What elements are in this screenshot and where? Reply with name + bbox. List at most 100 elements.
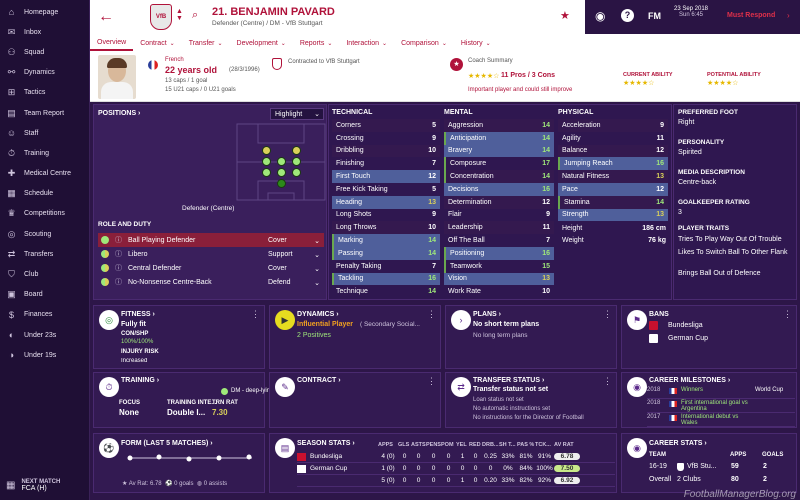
next-match[interactable]: ▦ NEXT MATCH FCA (H) — [0, 479, 90, 492]
plans-title[interactable]: PLANS › — [473, 311, 501, 318]
attribute-row[interactable]: Crossing 9 — [332, 132, 440, 145]
attribute-row[interactable]: Passing 14 — [332, 246, 440, 260]
fitness-title[interactable]: FITNESS › — [121, 311, 155, 318]
attribute-row[interactable]: Acceleration 9 — [558, 119, 668, 132]
position-dot[interactable] — [262, 168, 271, 177]
attribute-row[interactable]: Technique 14 — [332, 285, 440, 298]
sidebar-item-board[interactable]: ▣ Board — [0, 285, 89, 305]
sidebar-item-under-19s[interactable]: ◑ Under 19s — [0, 345, 89, 365]
sidebar-item-dynamics[interactable]: ⚯ Dynamics — [0, 63, 89, 83]
tab-contract[interactable]: Contract ⌄ — [133, 35, 182, 51]
season-row[interactable]: 5 (0) 0 0 0 0 1 0 0.20 33% 82% 92% 6.92 — [297, 475, 615, 487]
sidebar-item-homepage[interactable]: ⌂ Homepage — [0, 2, 89, 22]
sidebar-item-team-report[interactable]: ▤ Team Report — [0, 103, 89, 123]
attribute-row[interactable]: Decisions 16 — [444, 182, 554, 196]
sidebar-item-transfers[interactable]: ⇄ Transfers — [0, 244, 89, 264]
sidebar-item-competitions[interactable]: ♛ Competitions — [0, 204, 89, 224]
role-row[interactable]: ⓘ Ball Playing Defender Cover ⌄ — [98, 233, 324, 247]
attribute-row[interactable]: Tackling 16 — [332, 272, 440, 286]
duty-select[interactable]: Support ⌄ — [268, 251, 322, 259]
attribute-row[interactable]: Long Throws 10 — [332, 221, 440, 235]
position-dot[interactable] — [277, 168, 286, 177]
role-row[interactable]: ⓘ No-Nonsense Centre-Back Defend ⌄ — [98, 275, 324, 289]
pros-cons[interactable]: 11 Pros / 3 Cons — [501, 72, 556, 79]
attribute-row[interactable]: Heading 13 — [332, 195, 440, 209]
sidebar-item-squad[interactable]: ⚇ Squad — [0, 42, 89, 62]
attribute-row[interactable]: Flair 9 — [444, 209, 554, 222]
sidebar-item-staff[interactable]: ☺ Staff — [0, 123, 89, 143]
sidebar-item-training[interactable]: ⏱ Training — [0, 143, 89, 163]
attribute-row[interactable]: Vision 13 — [444, 272, 554, 286]
position-dot[interactable] — [292, 168, 301, 177]
season-title[interactable]: SEASON STATS › — [297, 440, 355, 447]
attribute-row[interactable]: Leadership 11 — [444, 221, 554, 235]
back-button[interactable]: ← — [98, 8, 114, 25]
attribute-row[interactable]: Free Kick Taking 5 — [332, 183, 440, 196]
tab-overview[interactable]: Overview — [90, 35, 134, 51]
attribute-row[interactable]: Marking 14 — [332, 234, 440, 247]
sidebar-item-finances[interactable]: $ Finances — [0, 305, 89, 325]
sidebar-item-scouting[interactable]: ◎ Scouting — [0, 224, 89, 244]
info-icon[interactable]: ⓘ — [115, 279, 122, 286]
attribute-row[interactable]: Finishing 7 — [332, 157, 440, 170]
position-dot[interactable] — [262, 146, 271, 155]
sidebar-item-under-23s[interactable]: ◐ Under 23s — [0, 325, 89, 345]
duty-select[interactable]: Defend ⌄ — [268, 279, 322, 287]
tab-comparison[interactable]: Comparison ⌄ — [394, 35, 454, 51]
role-row[interactable]: ⓘ Central Defender Cover ⌄ — [98, 261, 324, 275]
attribute-row[interactable]: Long Shots 9 — [332, 209, 440, 222]
attribute-row[interactable]: Penalty Taking 7 — [332, 260, 440, 273]
search-icon[interactable]: ⌕ — [192, 9, 199, 21]
attribute-row[interactable]: Aggression 14 — [444, 119, 554, 132]
info-icon[interactable]: ⓘ — [115, 265, 122, 272]
role-row[interactable]: ⓘ Libero Support ⌄ — [98, 247, 324, 261]
attribute-row[interactable]: Strength 13 — [558, 208, 668, 222]
position-dot[interactable] — [292, 157, 301, 166]
sidebar-item-medical-centre[interactable]: ✚ Medical Centre — [0, 164, 89, 184]
info-icon[interactable]: ⓘ — [115, 237, 122, 244]
attribute-row[interactable]: Composure 17 — [444, 157, 554, 171]
sidebar-item-tactics[interactable]: ⊞ Tactics — [0, 83, 89, 103]
dynamics-title[interactable]: DYNAMICS › — [297, 311, 339, 318]
globe-icon[interactable]: ◉ — [595, 9, 606, 23]
tab-reports[interactable]: Reports ⌄ — [293, 35, 340, 51]
info-icon[interactable]: ⓘ — [115, 251, 122, 258]
attribute-row[interactable]: Concentration 14 — [444, 170, 554, 183]
must-respond-button[interactable]: Must Respond — [727, 12, 776, 19]
position-dot[interactable] — [262, 157, 271, 166]
attribute-row[interactable]: Anticipation 14 — [444, 131, 554, 145]
attribute-row[interactable]: Work Rate 10 — [444, 285, 554, 298]
chevron-updown-icon[interactable]: ▲ ▼ — [176, 8, 183, 22]
career-title[interactable]: CAREER STATS › — [649, 440, 707, 447]
attribute-row[interactable]: Determination 12 — [444, 195, 554, 209]
duty-select[interactable]: Cover ⌄ — [268, 237, 322, 245]
attribute-row[interactable]: Teamwork 15 — [444, 259, 554, 273]
training-title[interactable]: TRAINING › — [121, 377, 160, 384]
attribute-row[interactable]: Bravery 14 — [444, 144, 554, 158]
highlight-select[interactable]: Highlight ⌄ — [270, 108, 324, 120]
attribute-row[interactable]: Corners 5 — [332, 119, 440, 132]
position-dot[interactable] — [277, 157, 286, 166]
more-icon[interactable]: ⋮ — [783, 309, 792, 319]
attribute-row[interactable]: Pace 12 — [558, 182, 668, 196]
transfer-title[interactable]: TRANSFER STATUS › — [473, 377, 545, 384]
tab-history[interactable]: History ⌄ — [454, 35, 498, 51]
position-dot[interactable] — [277, 179, 286, 188]
more-icon[interactable]: ⋮ — [603, 376, 612, 386]
position-dot[interactable] — [292, 146, 301, 155]
attribute-row[interactable]: Jumping Reach 16 — [558, 157, 668, 171]
attribute-row[interactable]: Off The Ball 7 — [444, 234, 554, 247]
attribute-row[interactable]: Agility 11 — [558, 132, 668, 145]
sidebar-item-schedule[interactable]: ▦ Schedule — [0, 184, 89, 204]
attribute-row[interactable]: Positioning 16 — [444, 246, 554, 260]
attribute-row[interactable]: First Touch 12 — [332, 170, 440, 183]
attribute-row[interactable]: Stamina 14 — [558, 195, 668, 209]
sidebar-item-inbox[interactable]: ✉ Inbox — [0, 22, 89, 42]
attribute-row[interactable]: Dribbling 10 — [332, 144, 440, 158]
duty-select[interactable]: Cover ⌄ — [268, 265, 322, 273]
season-row[interactable]: Bundesliga 4 (0) 0 0 0 0 1 0 0.25 33% 81% 91% 6.78 — [297, 451, 615, 463]
milestones-title[interactable]: CAREER MILESTONES › — [649, 377, 731, 384]
more-icon[interactable]: ⋮ — [603, 309, 612, 319]
tab-interaction[interactable]: Interaction ⌄ — [339, 35, 394, 51]
positions-title[interactable]: POSITIONS › — [98, 110, 141, 117]
